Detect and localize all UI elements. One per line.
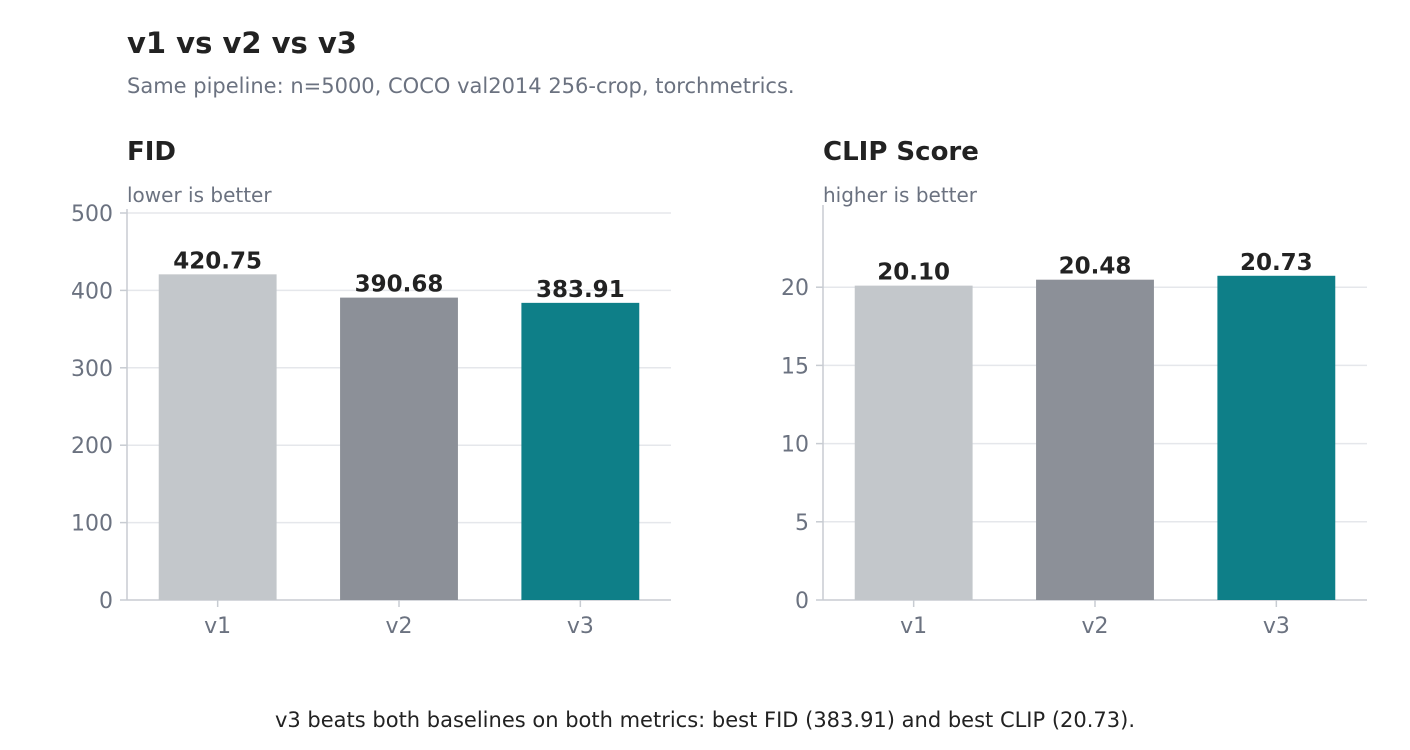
- figure-footnote: v3 beats both baselines on both metrics:…: [275, 708, 1135, 732]
- clip-y-tick-label: 10: [781, 433, 809, 458]
- fid-y-tick-label: 200: [71, 434, 113, 459]
- fid-y-tick-label: 100: [71, 512, 113, 537]
- clip-value-label: 20.10: [877, 260, 950, 286]
- figure-title: v1 vs v2 vs v3: [127, 26, 357, 60]
- fid-bar-v2: [340, 297, 458, 600]
- fid-y-tick-label: 0: [99, 589, 113, 614]
- clip-x-tick-label: v2: [1081, 614, 1108, 639]
- fid-value-label: 390.68: [355, 272, 444, 298]
- fid-y-tick-label: 400: [71, 279, 113, 304]
- clip-y-tick-label: 5: [795, 511, 809, 536]
- fid-bar-v1: [158, 274, 277, 600]
- fid-x-tick-label: v3: [567, 614, 594, 639]
- fid-y-tick-label: 500: [71, 202, 113, 227]
- clip-bar-v1: [854, 285, 973, 600]
- clip-y-tick-label: 0: [795, 589, 809, 614]
- fid-y-tick-label: 300: [71, 357, 113, 382]
- fid-value-label: 420.75: [173, 248, 262, 274]
- clip-panel: CLIP Score higher is better 0 5 10 15 20 20.1…: [781, 137, 1367, 639]
- clip-panel-title: CLIP Score: [823, 137, 979, 167]
- clip-value-label: 20.73: [1240, 250, 1313, 276]
- fid-bar-v3: [521, 302, 640, 600]
- clip-value-label: 20.48: [1059, 254, 1132, 280]
- clip-bar-v2: [1036, 279, 1154, 600]
- fid-value-label: 383.91: [536, 277, 625, 303]
- clip-y-tick-label: 20: [781, 276, 809, 301]
- fid-panel-title: FID: [127, 137, 176, 167]
- clip-bar-v3: [1217, 275, 1336, 600]
- clip-panel-subtitle: higher is better: [823, 183, 978, 207]
- clip-x-tick-label: v3: [1263, 614, 1290, 639]
- clip-x-tick-label: v1: [900, 614, 927, 639]
- clip-y-tick-label: 15: [781, 354, 809, 379]
- fid-panel-subtitle: lower is better: [127, 183, 272, 207]
- figure-subtitle: Same pipeline: n=5000, COCO val2014 256-…: [127, 74, 795, 98]
- fid-x-tick-label: v2: [385, 614, 412, 639]
- fid-panel: FID lower is better 0 100 200 300 400 500 420.…: [71, 137, 671, 639]
- fid-x-tick-label: v1: [204, 614, 231, 639]
